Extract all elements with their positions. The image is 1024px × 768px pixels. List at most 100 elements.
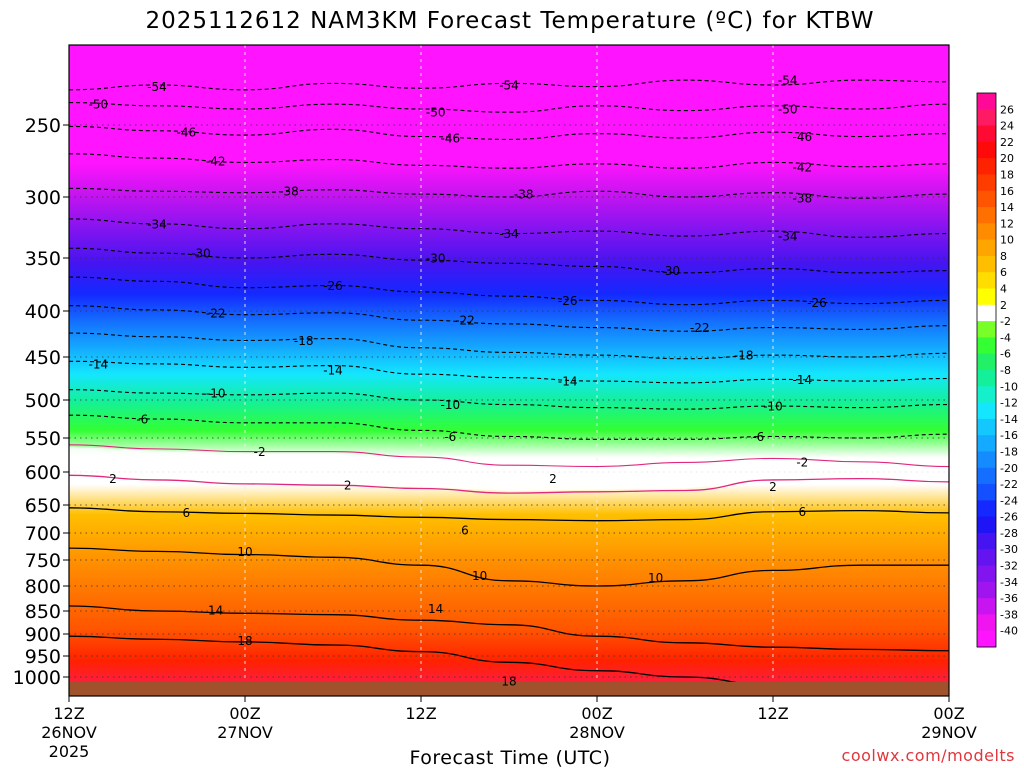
colorbar-label: -30 <box>1000 543 1018 556</box>
contour-label: -14 <box>89 357 109 371</box>
contour-label: -34 <box>147 217 167 231</box>
contour-label: -50 <box>778 103 798 117</box>
contour-label: -46 <box>441 131 461 145</box>
y-tick-label: 350 <box>25 248 61 270</box>
colorbar-swatch <box>977 109 996 127</box>
contour-label: -42 <box>793 160 813 174</box>
y-tick-label: 600 <box>25 462 61 484</box>
isotherm-line-2 <box>69 474 949 494</box>
contour-label: -2 <box>796 455 808 469</box>
contour-label: 6 <box>799 505 807 519</box>
contour-label: -22 <box>455 314 475 328</box>
x-tick-label: 2025 <box>49 742 90 761</box>
colorbar-swatch <box>977 549 996 567</box>
y-tick-label: 450 <box>25 347 61 369</box>
contour-label: -26 <box>558 294 578 308</box>
contour-label: 10 <box>648 571 663 585</box>
colorbar-label: -24 <box>1000 494 1018 507</box>
y-tick-label: 800 <box>25 576 61 598</box>
colorbar-label: 6 <box>1000 266 1007 279</box>
isotherm-line-m26 <box>69 276 949 306</box>
contour-label: -54 <box>147 80 167 94</box>
colorbar-swatch <box>977 614 996 632</box>
colorbar-label: -20 <box>1000 462 1018 475</box>
isotherm-line-6 <box>69 507 949 522</box>
colorbar-label: -12 <box>1000 397 1018 410</box>
contour-label: -10 <box>206 387 226 401</box>
colorbar-swatch <box>977 223 996 241</box>
colorbar-label: 2 <box>1000 299 1007 312</box>
colorbar-label: -26 <box>1000 511 1018 524</box>
colorbar-swatch <box>977 288 996 306</box>
colorbar-label: 24 <box>1000 120 1014 133</box>
colorbar-swatch <box>977 630 996 648</box>
colorbar-label: 18 <box>1000 168 1014 181</box>
y-axis: 2503003504004505005506006507007508008509… <box>13 115 69 689</box>
contour-label: -14 <box>558 375 578 389</box>
colorbar-label: -22 <box>1000 478 1018 491</box>
colorbar-label: 16 <box>1000 185 1014 198</box>
x-tick-label: 28NOV <box>569 723 625 742</box>
contour-label: 6 <box>183 506 191 520</box>
contour-label: 10 <box>237 545 252 559</box>
isotherm-line-m54 <box>69 79 949 91</box>
isotherm-line-m46 <box>69 125 949 140</box>
colorbar-swatch <box>977 304 996 322</box>
x-tick-label: 29NOV <box>921 723 977 742</box>
colorbar-label: -36 <box>1000 592 1018 605</box>
colorbar-swatch <box>977 190 996 208</box>
colorbar-swatch <box>977 353 996 371</box>
contour-label: -10 <box>763 400 783 414</box>
x-axis-label: Forecast Time (UTC) <box>410 747 611 768</box>
colorbar-swatch <box>977 402 996 420</box>
contour-label: -50 <box>89 98 109 112</box>
colorbar-label: -32 <box>1000 560 1018 573</box>
colorbar-swatch <box>977 484 996 501</box>
contour-label: 2 <box>109 472 117 486</box>
colorbar-label: 12 <box>1000 217 1014 230</box>
contour-label: -46 <box>177 126 197 140</box>
colorbar-label: -4 <box>1000 331 1011 344</box>
contour-label: -22 <box>206 306 226 320</box>
colorbar-swatch <box>977 272 996 290</box>
y-tick-label: 950 <box>25 646 61 668</box>
plot-area: -54 -54 -54 -50 -50 -50 -46 -46 -46 -42 -42 -38 -38 -… <box>69 45 949 696</box>
y-tick-label: 550 <box>25 428 61 450</box>
isotherm-contours <box>69 79 949 689</box>
contour-label: -50 <box>426 106 446 120</box>
x-tick-label: 00Z <box>581 704 612 723</box>
colorbar-label: 20 <box>1000 152 1014 165</box>
contour-label: 2 <box>344 479 352 493</box>
isotherm-line-m42 <box>69 153 949 169</box>
contour-label: -42 <box>206 155 226 169</box>
contour-label: -14 <box>793 373 813 387</box>
contour-label: 14 <box>208 604 223 618</box>
contour-label: 18 <box>501 675 516 689</box>
isotherm-line-m6 <box>69 414 949 440</box>
isotherm-line-m34 <box>69 218 949 238</box>
contour-label: 18 <box>237 634 252 648</box>
colorbar-swatch <box>977 500 996 518</box>
contour-label: -38 <box>279 185 299 199</box>
colorbar-label: 22 <box>1000 136 1014 149</box>
contour-label: -34 <box>778 230 798 244</box>
x-tick-label: 00Z <box>229 704 260 723</box>
colorbar-swatch <box>977 565 996 583</box>
contour-label: -6 <box>752 430 764 444</box>
x-tick-label: 26NOV <box>41 723 97 742</box>
y-tick-label: 850 <box>25 601 61 623</box>
freezing-band <box>69 446 949 492</box>
y-tick-label: 400 <box>25 301 61 323</box>
colorbar-label: 26 <box>1000 103 1014 116</box>
colorbar-swatch <box>977 532 996 550</box>
isotherm-line-m2 <box>69 444 949 468</box>
colorbar-swatch <box>977 93 996 110</box>
temperature-field <box>69 45 949 696</box>
colorbar-label: 4 <box>1000 283 1007 296</box>
isotherm-line-m18 <box>69 332 949 360</box>
contour-label: -30 <box>191 247 211 261</box>
y-tick-label: 1000 <box>13 667 61 689</box>
credit-text: coolwx.com/modelts <box>842 746 1015 765</box>
x-tick-label: 00Z <box>933 704 964 723</box>
